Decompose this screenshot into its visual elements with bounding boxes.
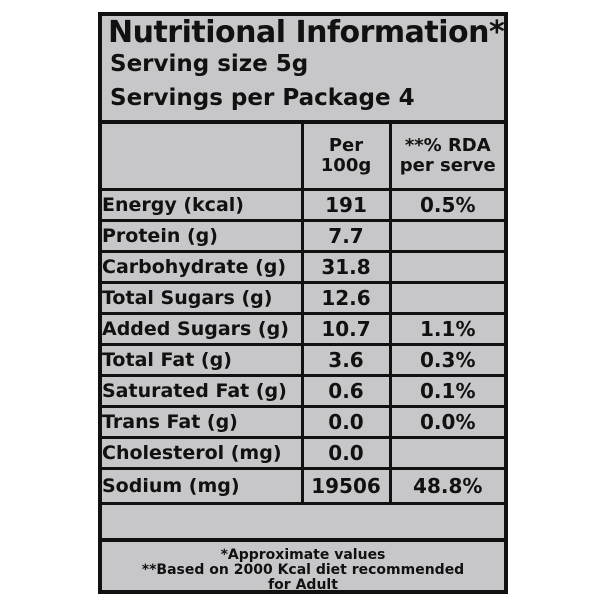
nutrient-rda [388,219,504,253]
nutrient-per-100g: 31.8 [300,250,392,284]
serving-size: Serving size 5g [110,51,309,77]
table-row: Total Sugars (g) 12.6 [102,281,504,315]
nutrient-name: Total Fat (g) [102,343,304,377]
nutrient-per-100g: 7.7 [300,219,392,253]
header-blank-cell [102,120,304,191]
header-rda-line2: per serve [399,155,496,176]
table-row: Energy (kcal) 191 0.5% [102,188,504,222]
table-row: Trans Fat (g) 0.0 0.0% [102,405,504,439]
footnote-based-line1: **Based on 2000 Kcal diet recommended [141,562,465,578]
nutrient-rda: 1.1% [388,312,504,346]
nutrient-name: Added Sugars (g) [102,312,304,346]
nutrient-rda: 0.1% [388,374,504,408]
table-row: Cholesterol (mg) 0.0 [102,436,504,470]
header-rda-line1: **% RDA [404,135,491,156]
table-header-row: Per 100g **% RDA per serve [102,120,504,191]
nutrient-rda [388,281,504,315]
table-row: Total Fat (g) 3.6 0.3% [102,343,504,377]
nutrient-per-100g: 0.6 [300,374,392,408]
nutrient-name: Sodium (mg) [102,467,304,505]
nutrient-per-100g: 10.7 [300,312,392,346]
nutrient-name: Trans Fat (g) [102,405,304,439]
nutrient-name: Carbohydrate (g) [102,250,304,284]
nutrient-per-100g: 3.6 [300,343,392,377]
nutrient-per-100g: 0.0 [300,405,392,439]
nutrient-rda: 0.0% [388,405,504,439]
nutrient-name: Saturated Fat (g) [102,374,304,408]
footnote-approximate: *Approximate values [220,547,386,563]
table-row: Carbohydrate (g) 31.8 [102,250,504,284]
nutrient-per-100g: 12.6 [300,281,392,315]
nutrient-per-100g: 19506 [300,467,392,505]
table-row: Added Sugars (g) 10.7 1.1% [102,312,504,346]
nutrient-rda: 0.3% [388,343,504,377]
servings-per-package: Servings per Package 4 [110,85,415,111]
header-per-line1: Per [328,135,364,156]
nutrient-rda: 48.8% [388,467,504,505]
label-header: Nutritional Information* Serving size 5g… [102,16,504,122]
nutrient-per-100g: 191 [300,188,392,222]
table-row: Saturated Fat (g) 0.6 0.1% [102,374,504,408]
nutrient-name: Protein (g) [102,219,304,253]
nutrient-name: Total Sugars (g) [102,281,304,315]
nutrition-label: Nutritional Information* Serving size 5g… [98,12,508,594]
nutrient-rda [388,250,504,284]
footnote: *Approximate values **Based on 2000 Kcal… [102,538,504,593]
label-title: Nutritional Information* [108,15,505,50]
header-per-line2: 100g [320,155,372,176]
header-rda-per-serve: **% RDA per serve [388,120,504,191]
nutrition-table: Per 100g **% RDA per serve Energy (kcal)… [102,120,504,505]
table-row: Sodium (mg) 19506 48.8% [102,467,504,505]
nutrient-rda [388,436,504,470]
nutrient-rda: 0.5% [388,188,504,222]
header-per-100g: Per 100g [300,120,392,191]
nutrient-name: Energy (kcal) [102,188,304,222]
nutrient-name: Cholesterol (mg) [102,436,304,470]
nutrient-per-100g: 0.0 [300,436,392,470]
footnote-based-line2: for Adult [268,577,338,593]
table-row: Protein (g) 7.7 [102,219,504,253]
